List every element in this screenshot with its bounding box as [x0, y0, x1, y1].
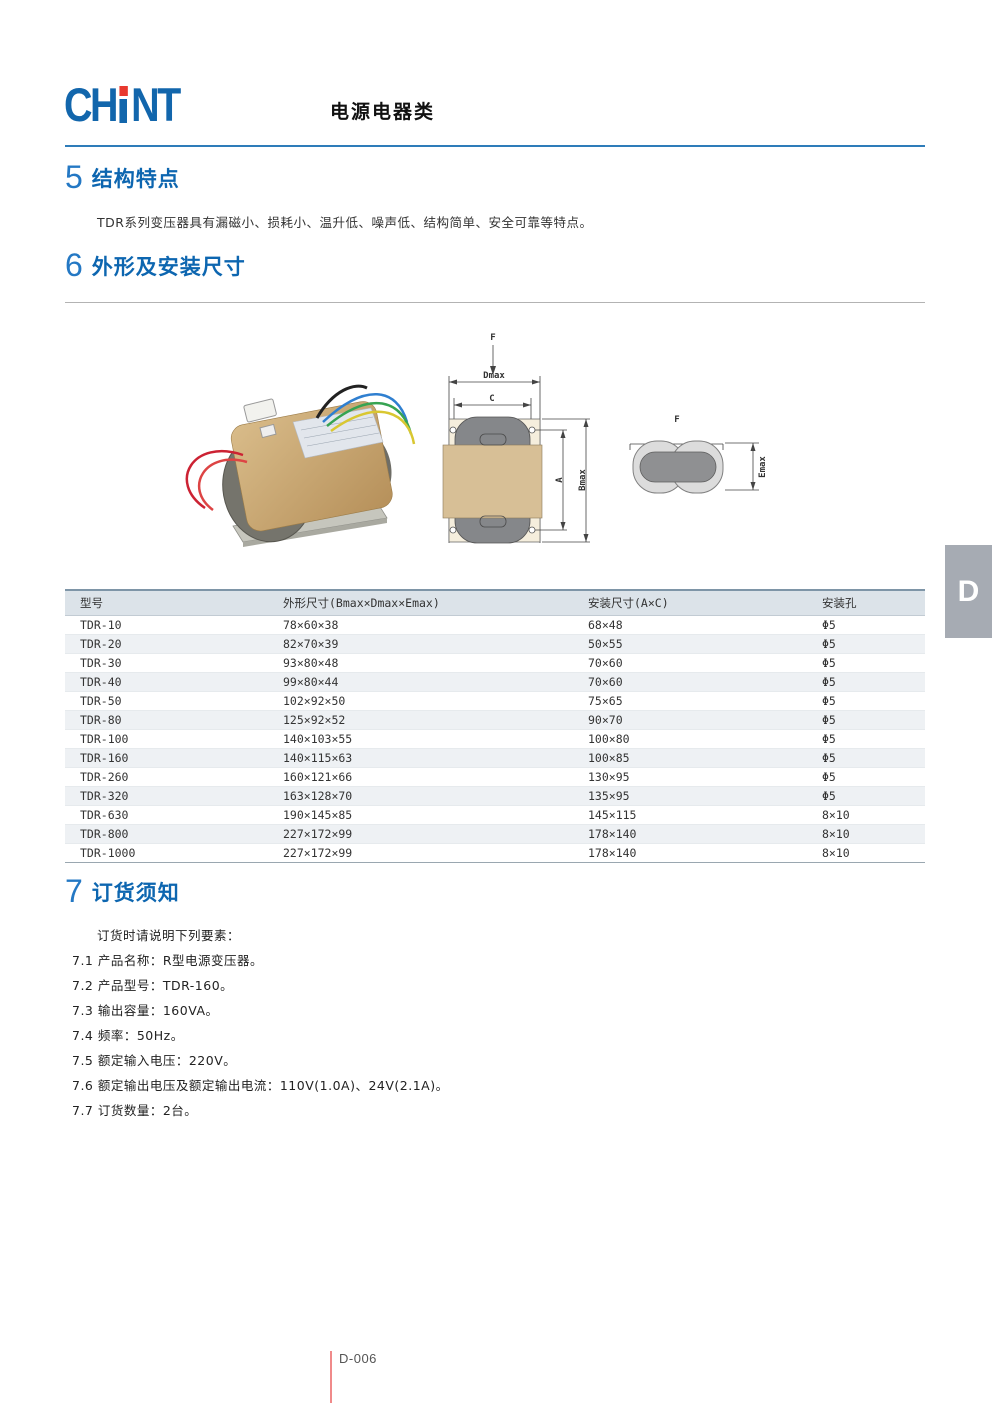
table-row: TDR-10 78×60×38 68×48 Φ5 [65, 616, 925, 635]
table-row: TDR-260 160×121×66 130×95 Φ5 [65, 768, 925, 787]
section-number: 7 [65, 873, 83, 909]
table-row: TDR-40 99×80×44 70×60 Φ5 [65, 672, 925, 692]
col-header-mounting-size: 安装尺寸(A×C) [588, 589, 822, 616]
dim-label-f2: F [674, 415, 679, 425]
table-row: TDR-320 163×128×70 135×95 Φ5 [65, 786, 925, 806]
footer-accent-line [330, 1351, 332, 1403]
chint-logo: CH NT [64, 78, 181, 131]
col-header-model: 型号 [65, 589, 283, 616]
dim-label-c: C [489, 394, 494, 404]
dim-label-bmax: Bmax [578, 469, 588, 491]
features-text: TDR系列变压器具有漏磁小、损耗小、温升低、噪声低、结构简单、安全可靠等特点。 [97, 215, 593, 230]
section-title: 结构特点 [91, 167, 180, 191]
order-item: 7.6 额定输出电压及额定输出电流：110V(1.0A)、24V(2.1A)。 [72, 1078, 449, 1093]
section-title: 外形及安装尺寸 [91, 255, 246, 279]
dim-label-a: A [555, 477, 565, 483]
order-item: 7.3 输出容量：160VA。 [72, 1003, 219, 1018]
order-item: 7.2 产品型号：TDR-160。 [72, 978, 234, 993]
chapter-tab-d[interactable]: D [945, 545, 992, 638]
dim-label-emax: Emax [758, 456, 768, 478]
logo-text-left: CH [64, 78, 119, 131]
table-row: TDR-20 82×70×39 50×55 Φ5 [65, 634, 925, 654]
logo-i-glyph [119, 86, 128, 123]
product-photo [185, 384, 416, 547]
col-header-outline-size: 外形尺寸(Bmax×Dmax×Emax) [283, 589, 588, 616]
dim-label-f: F [490, 333, 495, 343]
table-row: TDR-630 190×145×85 145×115 8×10 [65, 806, 925, 825]
order-items: 7.1 产品名称：R型电源变压器。 7.2 产品型号：TDR-160。 7.3 输出… [72, 948, 449, 1123]
dimension-diagram: F Dmax C [185, 333, 768, 547]
logo-red-dot-icon [119, 86, 128, 96]
spec-table-body: TDR-10 78×60×38 68×48 Φ5 TDR-20 82×70×39 50×55… [65, 616, 925, 863]
table-row: TDR-800 227×172×99 178×140 8×10 [65, 824, 925, 844]
order-item: 7.1 产品名称：R型电源变压器。 [72, 953, 264, 968]
dimensions-table: 型号 外形尺寸(Bmax×Dmax×Emax) 安装尺寸(A×C) 安装孔 TD… [65, 589, 925, 863]
order-item: 7.7 订货数量：2台。 [72, 1103, 198, 1118]
table-row: TDR-100 140×103×55 100×80 Φ5 [65, 730, 925, 749]
side-view-drawing: F Emax [629, 415, 768, 494]
page-number: D-006 [339, 1351, 377, 1366]
section-6-heading: 6 外形及安装尺寸 [65, 247, 246, 283]
table-row: TDR-30 93×80×48 70×60 Φ5 [65, 654, 925, 673]
order-item: 7.4 频率：50Hz。 [72, 1028, 184, 1043]
table-row: TDR-1000 227×172×99 178×140 8×10 [65, 844, 925, 863]
table-row: TDR-80 125×92×52 90×70 Φ5 [65, 710, 925, 730]
section-5-heading: 5 结构特点 [65, 159, 180, 195]
logo-i-stem [119, 99, 128, 123]
table-header-row: 型号 外形尺寸(Bmax×Dmax×Emax) 安装尺寸(A×C) 安装孔 [65, 589, 925, 616]
section-title: 订货须知 [91, 881, 180, 905]
logo-text-right: NT [131, 78, 181, 131]
category-title: 电源电器类 [330, 101, 436, 123]
section-7-heading: 7 订货须知 [65, 873, 180, 909]
col-header-mounting-hole: 安装孔 [822, 589, 925, 616]
section-number: 6 [65, 247, 83, 283]
order-intro: 订货时请说明下列要素： [97, 928, 241, 943]
table-row: TDR-160 140×115×63 100×85 Φ5 [65, 748, 925, 768]
section-divider [65, 302, 925, 303]
front-view-drawing: F Dmax C [442, 333, 590, 544]
table-row: TDR-50 102×92×50 75×65 Φ5 [65, 692, 925, 711]
dim-label-dmax: Dmax [483, 371, 505, 381]
header-divider [65, 145, 925, 147]
order-item: 7.5 额定输入电压：220V。 [72, 1053, 237, 1068]
section-number: 5 [65, 159, 83, 195]
